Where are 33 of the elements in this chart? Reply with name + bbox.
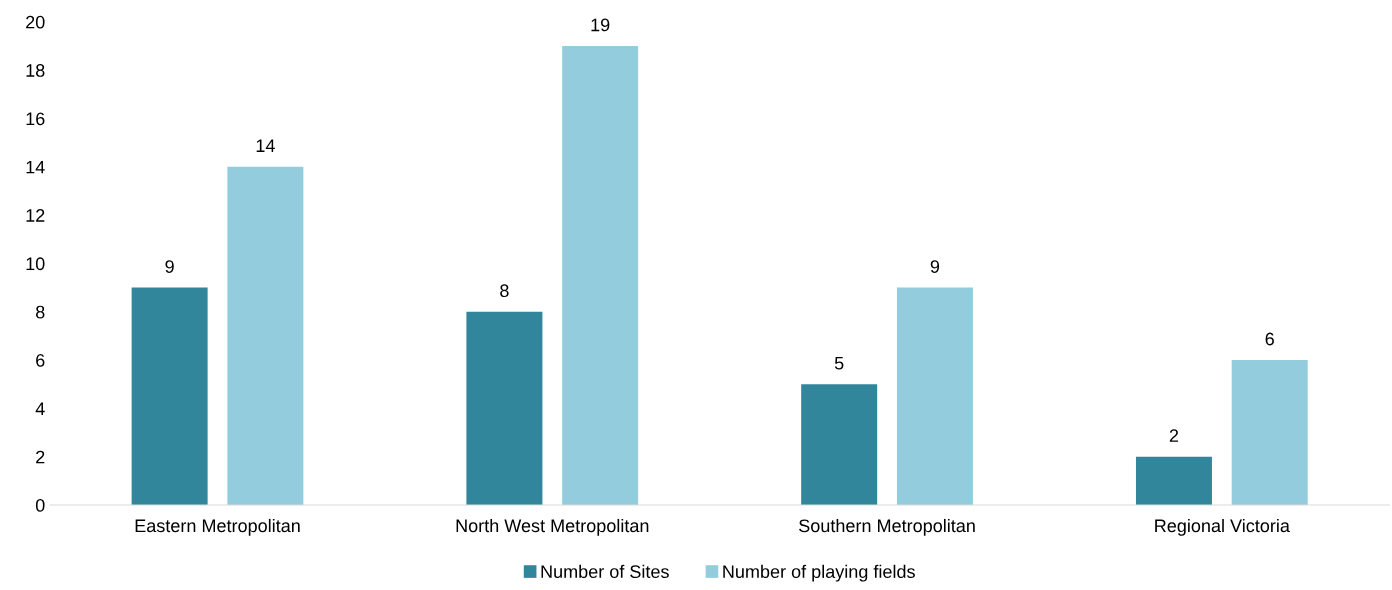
data-label: 6 — [1265, 332, 1274, 346]
y-tick-label: 6 — [36, 354, 45, 367]
data-label: 9 — [165, 260, 174, 273]
bar — [801, 384, 878, 506]
legend-label: Number of playing fields — [723, 564, 915, 582]
data-label: 19 — [591, 18, 610, 32]
legend-label: Number of Sites — [541, 564, 669, 579]
y-tick-label: 4 — [35, 402, 45, 415]
data-label: 8 — [500, 284, 509, 298]
bar — [562, 45, 639, 506]
y-tick-label: 12 — [26, 209, 45, 222]
data-label: 9 — [930, 260, 940, 273]
y-tick-label: 14 — [26, 160, 45, 174]
x-tick-label: Eastern Metropolitan — [135, 518, 300, 536]
bar — [1231, 360, 1308, 506]
data-label: 14 — [256, 139, 275, 152]
y-tick-label: 2 — [36, 450, 45, 464]
y-tick-label: 16 — [26, 112, 45, 126]
y-tick-label: 0 — [35, 498, 45, 512]
y-tick-label: 18 — [26, 64, 45, 77]
y-tick-label: 8 — [35, 305, 45, 319]
x-tick-label: Southern Metropolitan — [799, 518, 975, 536]
y-tick-label: 20 — [26, 15, 45, 29]
data-label: 5 — [834, 356, 844, 370]
bar — [131, 287, 208, 506]
bar — [896, 287, 973, 506]
x-tick-label: North West Metropolitan — [456, 518, 649, 536]
x-tick-label: Regional Victoria — [1155, 518, 1290, 536]
bar — [466, 311, 543, 506]
y-tick-label: 10 — [26, 257, 45, 271]
bar — [1135, 456, 1212, 506]
bar — [227, 166, 304, 506]
data-label: 2 — [1169, 429, 1179, 442]
